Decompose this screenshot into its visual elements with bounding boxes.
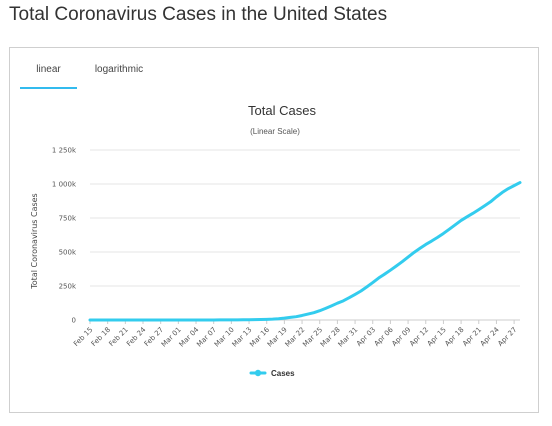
grid-layer bbox=[90, 149, 520, 321]
tab-linear[interactable]: linear bbox=[20, 63, 77, 89]
y-tick-label: 500k bbox=[59, 249, 77, 257]
y-axis-title: Total Coronavirus Cases bbox=[30, 193, 39, 289]
y-tick-label: 0 bbox=[72, 317, 76, 325]
chart-subtitle: (Linear Scale) bbox=[250, 127, 300, 136]
series-line-cases bbox=[88, 181, 522, 322]
legend[interactable]: Cases bbox=[249, 369, 295, 378]
legend-label-cases: Cases bbox=[271, 369, 295, 378]
y-tick-label: 1 000k bbox=[52, 181, 77, 189]
legend-swatch-marker bbox=[254, 369, 262, 377]
page-title: Total Coronavirus Cases in the United St… bbox=[9, 4, 388, 25]
x-tick-label: Apr 27 bbox=[496, 326, 518, 348]
y-tick-label: 250k bbox=[59, 283, 77, 291]
y-tick-label: 750k bbox=[59, 215, 77, 223]
y-tick-label: 1 250k bbox=[52, 147, 77, 155]
tab-logarithmic[interactable]: logarithmic bbox=[94, 64, 144, 75]
chart-title: Total Cases bbox=[248, 103, 316, 118]
chart-panel: linear logarithmic 0 250k 500k 750k 1 000k 1 … bbox=[9, 47, 539, 413]
x-tick-label: Mar 31 bbox=[337, 326, 360, 349]
